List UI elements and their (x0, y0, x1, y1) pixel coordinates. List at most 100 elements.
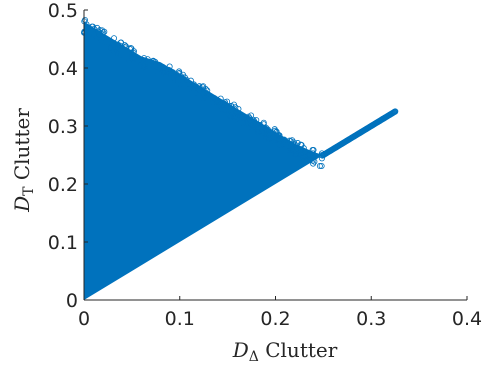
scatter-point (271, 126, 278, 133)
scatter-point (160, 68, 167, 75)
x-ticks: 0 0.1 0.2 0.3 0.4 (78, 296, 482, 330)
scatter-point (242, 119, 249, 126)
scatter-point (253, 117, 260, 124)
scatter-point (111, 35, 118, 42)
scatter-point (91, 31, 98, 38)
scatter-point (227, 107, 234, 114)
scatter-point (230, 101, 237, 108)
scatter-point (129, 55, 136, 62)
scatter-point (249, 123, 256, 130)
scatter-point (96, 36, 103, 43)
scatter-point (127, 44, 134, 51)
scatter-point (202, 86, 209, 93)
scatter-point (177, 81, 184, 88)
scatter-point (130, 48, 137, 55)
scatter-point (174, 71, 181, 78)
x-tick-label: 0.4 (452, 308, 482, 330)
scatter-point (234, 109, 241, 116)
scatter-point (170, 77, 177, 84)
scatter-point (224, 98, 231, 105)
y-tick-label: 0.2 (48, 174, 78, 196)
scatter-point (176, 70, 183, 77)
scatter-point (227, 113, 234, 120)
scatter-point (277, 141, 284, 148)
scatter-point (130, 54, 137, 61)
scatter-point (86, 32, 93, 39)
scatter-point (251, 118, 258, 125)
scatter-point (300, 145, 307, 152)
scatter-point (296, 152, 303, 159)
axes: 0 0.1 0.2 0.3 0.4 0 0.1 0.2 0.3 0.4 0.5 (48, 0, 482, 330)
scatter-point (179, 74, 186, 81)
scatter-point (217, 95, 224, 102)
scatter-point (118, 39, 125, 46)
scatter-dense-region (84, 21, 324, 300)
scatter-point (179, 71, 186, 78)
scatter-point (246, 114, 253, 121)
scatter-point (297, 141, 304, 148)
scatter-point (309, 154, 316, 161)
scatter-point (306, 157, 313, 164)
scatter-point (309, 147, 316, 154)
scatter-point (283, 142, 290, 149)
scatter-point (110, 48, 117, 55)
scatter-point (204, 91, 211, 98)
scatter-point (392, 108, 399, 115)
y-axis-label: DT Clutter (10, 108, 37, 213)
scatter-point (193, 90, 200, 97)
scatter-marks (81, 16, 399, 300)
y-tick-label: 0 (66, 290, 78, 312)
scatter-point (156, 65, 163, 72)
scatter-point (264, 126, 271, 133)
y-ticks: 0 0.1 0.2 0.3 0.4 0.5 (48, 0, 88, 312)
scatter-point (141, 64, 148, 71)
scatter-point (239, 114, 246, 121)
scatter-point (289, 137, 296, 144)
scatter-point (128, 54, 135, 61)
scatter-point (218, 102, 225, 109)
y-tick-label: 0.1 (48, 232, 78, 254)
scatter-point (114, 41, 121, 48)
scatter-point (152, 58, 159, 65)
scatter-point (137, 63, 144, 70)
scatter-point (200, 86, 207, 93)
x-tick-label: 0 (78, 308, 90, 330)
scatter-point (160, 68, 167, 75)
scatter-point (301, 149, 308, 156)
scatter-point (271, 137, 278, 144)
scatter-point (260, 121, 267, 128)
scatter-point (166, 63, 173, 70)
scatter-point (103, 38, 110, 45)
scatter-point (187, 77, 194, 84)
scatter-point (309, 157, 316, 164)
scatter-point (194, 84, 201, 91)
scatter-point (117, 51, 124, 58)
scatter-point (209, 99, 216, 106)
scatter-point (267, 134, 274, 141)
scatter-point (134, 57, 141, 64)
scatter-point (255, 123, 262, 130)
y-tick-label: 0.5 (48, 0, 78, 22)
scatter-point (305, 152, 312, 159)
scatter-point (93, 35, 100, 42)
scatter-point (109, 40, 116, 47)
scatter-point (310, 160, 317, 167)
scatter-point (316, 163, 323, 170)
x-tick-label: 0.2 (260, 308, 290, 330)
scatter-point (287, 138, 294, 145)
scatter-point (144, 56, 151, 63)
y-tick-label: 0.3 (48, 116, 78, 138)
scatter-point (276, 132, 283, 139)
scatter-point (263, 134, 270, 141)
scatter-point (245, 113, 252, 120)
scatter-point (96, 27, 103, 34)
y-tick-label: 0.4 (48, 58, 78, 80)
scatter-point (261, 130, 268, 137)
scatter-point (275, 133, 282, 140)
scatter-point (163, 72, 170, 79)
scatter-point (91, 25, 98, 32)
scatter-point (235, 110, 242, 117)
scatter-point (140, 64, 147, 71)
x-tick-label: 0.3 (356, 308, 386, 330)
